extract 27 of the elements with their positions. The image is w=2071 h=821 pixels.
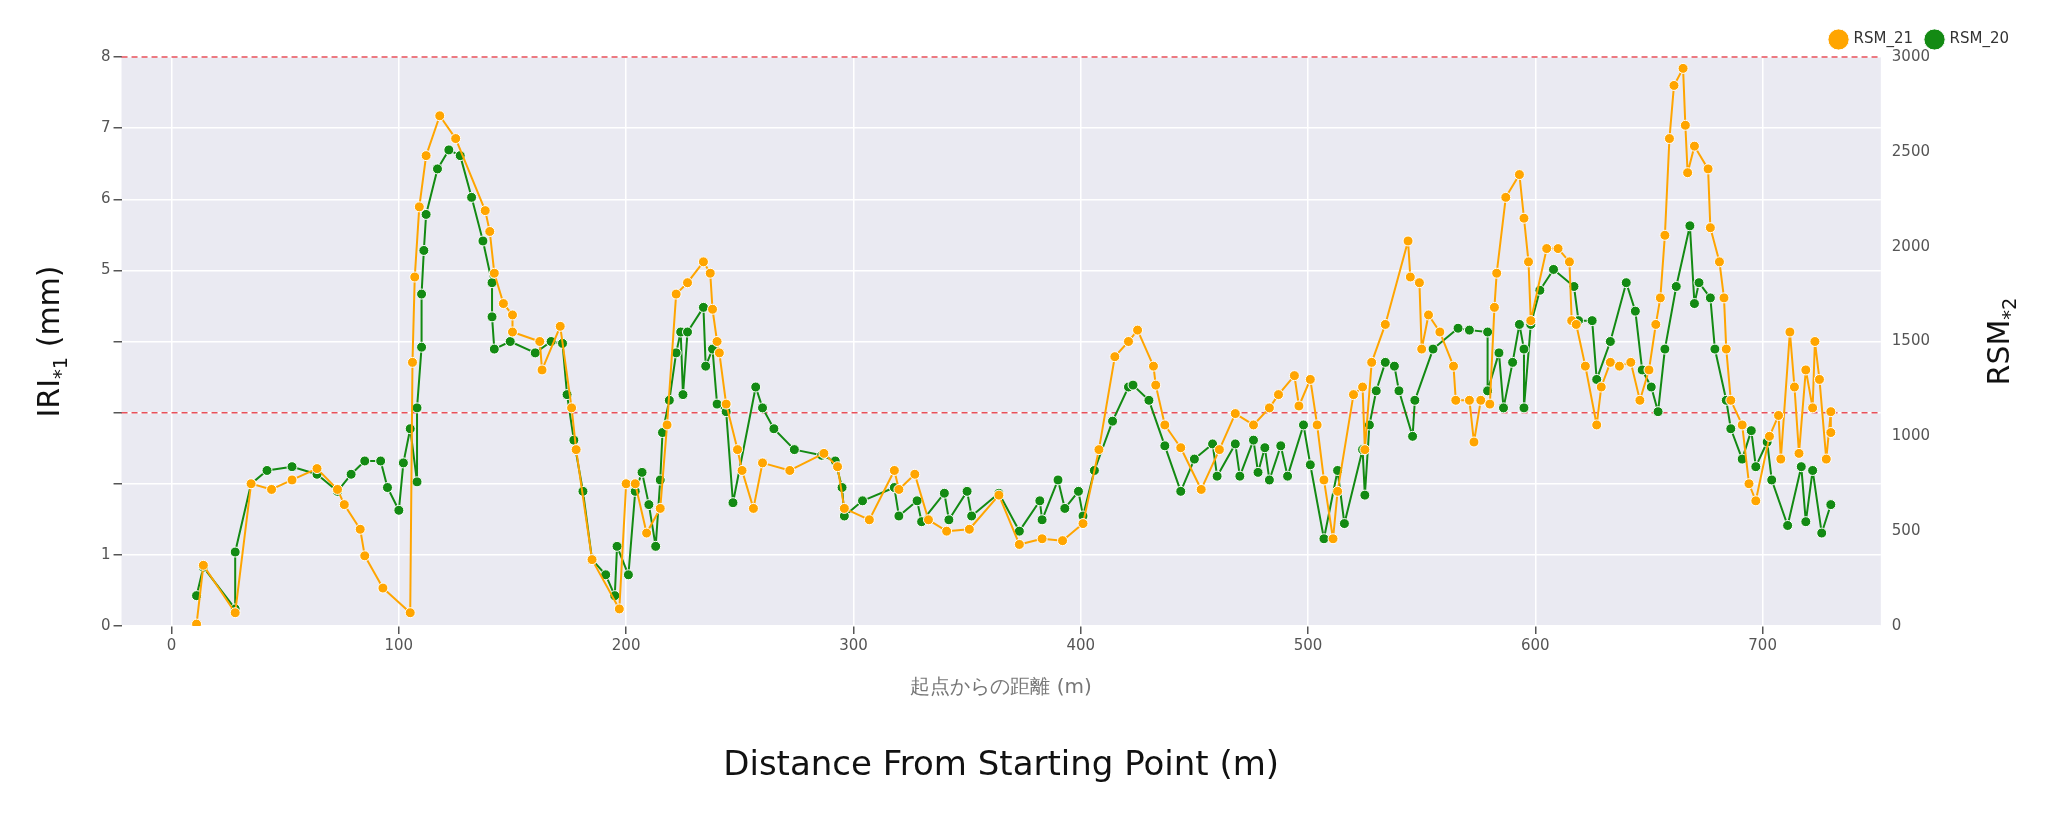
x-tick-label: 600 (1521, 635, 1550, 654)
x-tick-label: 300 (839, 635, 868, 654)
y2-tick-label: 500 (1891, 521, 1921, 540)
y-tick-label: 1 (101, 544, 111, 563)
legend-label: RSM_20 (1949, 29, 2010, 49)
legend-label: RSM_21 (1853, 29, 1914, 49)
x-tick-label: 200 (611, 635, 641, 654)
y-tick-label: 5 (101, 260, 111, 279)
x-axis-title: 起点からの距離 (m) (910, 674, 1092, 699)
y2-tick-label: 1000 (1891, 426, 1931, 445)
y-tick-label: 7 (101, 118, 111, 137)
y2-tick-label: 2000 (1891, 236, 1931, 255)
y-tick-label: 0 (101, 615, 111, 634)
text: Distance From Starting Point (m) (723, 742, 1280, 783)
y-tick-label: 8 (101, 46, 111, 65)
x-tick-label: 0 (166, 635, 177, 654)
x-tick-label: 400 (1066, 635, 1096, 654)
y2-tick-label: 2500 (1891, 141, 1931, 160)
y2-tick-label: 3000 (1891, 46, 1931, 65)
y2-tick-label: 1500 (1891, 331, 1931, 350)
x-tick-label: 500 (1293, 635, 1323, 654)
y2-axis-title: RSM*2 (1980, 297, 2022, 386)
x-tick-label: 100 (384, 635, 414, 654)
y2-tick-label: 0 (1891, 615, 1902, 634)
y-tick-label: 6 (101, 189, 111, 208)
y-axis-title: IRI*1 (mm) (31, 265, 73, 418)
x-tick-label: 700 (1748, 635, 1777, 654)
